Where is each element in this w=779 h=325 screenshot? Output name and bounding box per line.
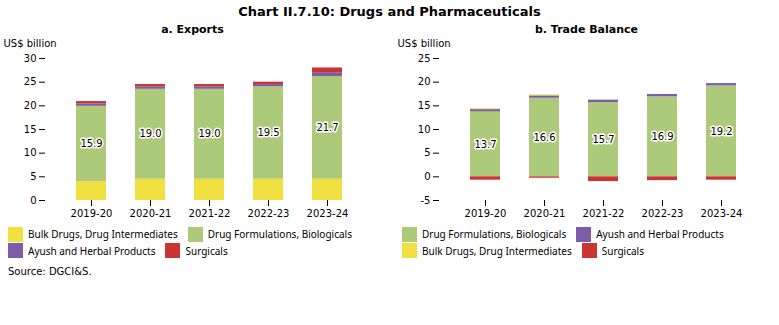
html-text:Chart II.7.10: Drugs and Pharm: Chart II.7.10: Drugs and Pharmaceuticals <box>238 4 541 19</box>
html-text:Drug Formulations, Biologicals: Drug Formulations, Biologicals <box>207 227 352 242</box>
svg-text:10: 10 <box>418 124 431 135</box>
svg-text:19.0: 19.0 <box>139 128 161 139</box>
svg-text:-5: -5 <box>421 195 431 206</box>
html-text:Surgicals: Surgicals <box>185 243 228 258</box>
html-text:a. Exports: a. Exports <box>161 23 224 36</box>
svg-text:15.9: 15.9 <box>80 138 102 149</box>
svg-text:US$ billion: US$ billion <box>4 38 57 49</box>
html-text:Surgicals: Surgicals <box>601 243 644 258</box>
svg-text:2019-20: 2019-20 <box>465 208 507 219</box>
svg-text:15: 15 <box>24 124 37 135</box>
svg-text:10: 10 <box>24 147 37 158</box>
svg-text:2021-22: 2021-22 <box>583 208 625 219</box>
svg-text:19.2: 19.2 <box>710 126 732 137</box>
svg-text:21.7: 21.7 <box>316 122 338 133</box>
svg-text:2021-22: 2021-22 <box>189 208 231 219</box>
svg-text:US$ billion: US$ billion <box>398 38 451 49</box>
svg-text:16.9: 16.9 <box>651 131 673 142</box>
svg-text:20: 20 <box>24 100 37 111</box>
html-text:Bulk Drugs, Drug Intermediates: Bulk Drugs, Drug Intermediates <box>28 227 178 242</box>
svg-text:2020-21: 2020-21 <box>524 208 566 219</box>
svg-text:5: 5 <box>424 147 430 158</box>
svg-text:2022-23: 2022-23 <box>248 208 290 219</box>
html-text:Ayush and Herbal Products: Ayush and Herbal Products <box>596 227 724 242</box>
svg-text:2022-23: 2022-23 <box>642 208 684 219</box>
html-text:b. Trade Balance: b. Trade Balance <box>535 23 638 36</box>
html-text:Ayush and Herbal Products: Ayush and Herbal Products <box>28 243 156 258</box>
html-text:Bulk Drugs, Drug Intermediates: Bulk Drugs, Drug Intermediates <box>422 243 572 258</box>
html-text:Source: DGCI&S.: Source: DGCI&S. <box>8 266 92 277</box>
html-text:Drug Formulations, Biologicals: Drug Formulations, Biologicals <box>422 227 567 242</box>
svg-text:0: 0 <box>424 171 430 182</box>
svg-text:19.0: 19.0 <box>198 128 220 139</box>
svg-text:15: 15 <box>418 100 431 111</box>
svg-text:19.5: 19.5 <box>257 127 279 138</box>
svg-text:2020-21: 2020-21 <box>130 208 172 219</box>
svg-text:2023-24: 2023-24 <box>701 208 743 219</box>
svg-text:30: 30 <box>24 53 37 64</box>
svg-text:2023-24: 2023-24 <box>307 208 349 219</box>
svg-text:20: 20 <box>418 76 431 87</box>
svg-text:15.7: 15.7 <box>592 134 614 145</box>
svg-text:0: 0 <box>30 195 36 206</box>
svg-text:25: 25 <box>24 76 37 87</box>
svg-text:5: 5 <box>30 171 36 182</box>
svg-text:16.6: 16.6 <box>533 132 555 143</box>
svg-text:13.7: 13.7 <box>474 139 496 150</box>
svg-text:25: 25 <box>418 53 431 64</box>
svg-text:2019-20: 2019-20 <box>71 208 113 219</box>
